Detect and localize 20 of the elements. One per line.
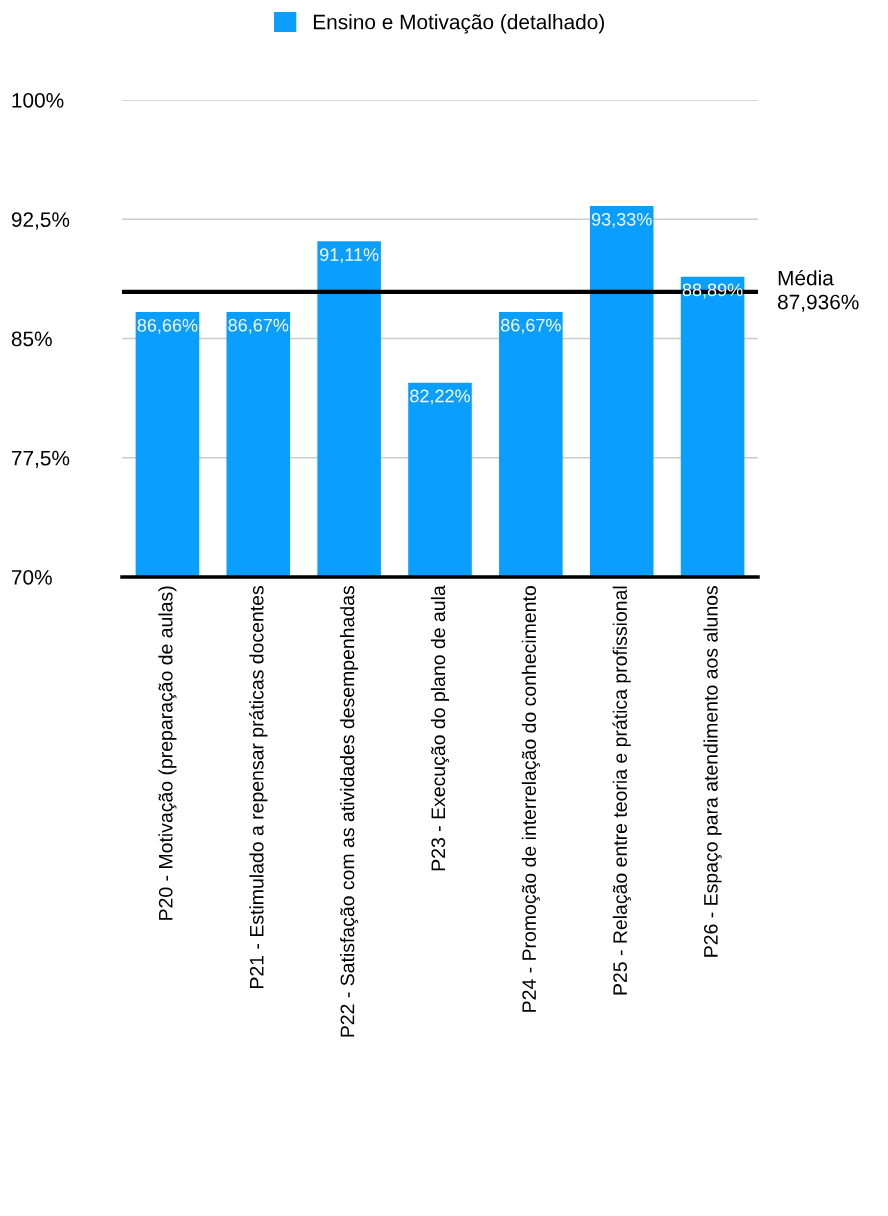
- y-tick-label: 70%: [11, 570, 52, 585]
- x-tick-label: P21 - Estimulado a repensar práticas docentes: [249, 586, 268, 988]
- x-tick-label: P20 - Motivação (preparação de aulas): [158, 586, 177, 920]
- x-tick-label: P25 - Relação entre teoria e prática profissional: [612, 586, 631, 995]
- data-label: 86,67%: [228, 318, 289, 334]
- legend-label: Ensino e Motivação (detalhado): [313, 14, 604, 34]
- data-label: 86,66%: [137, 318, 198, 334]
- y-tick-label: 92,5%: [11, 212, 70, 230]
- data-label: 82,22%: [410, 389, 470, 405]
- data-label: 86,67%: [501, 318, 561, 334]
- x-tick-label: P22 - Satisfação com as atividades desempenhadas: [340, 586, 359, 1037]
- x-tick-label: P26 - Espaço para atendimento aos alunos: [703, 586, 722, 957]
- data-label: 93,33%: [591, 212, 652, 228]
- x-tick-label: P23 - Execução do plano de aula: [430, 585, 450, 871]
- x-tick-label: P24 - Promoção de interrelação do conhecimento: [521, 586, 540, 1012]
- y-tick-label: 85%: [11, 331, 52, 347]
- data-label: 91,11%: [320, 248, 379, 264]
- y-tick-label: 77,5%: [11, 450, 70, 468]
- y-tick-label: 100%: [12, 93, 64, 108]
- ref-line-label: Média 87,936%: [777, 269, 859, 312]
